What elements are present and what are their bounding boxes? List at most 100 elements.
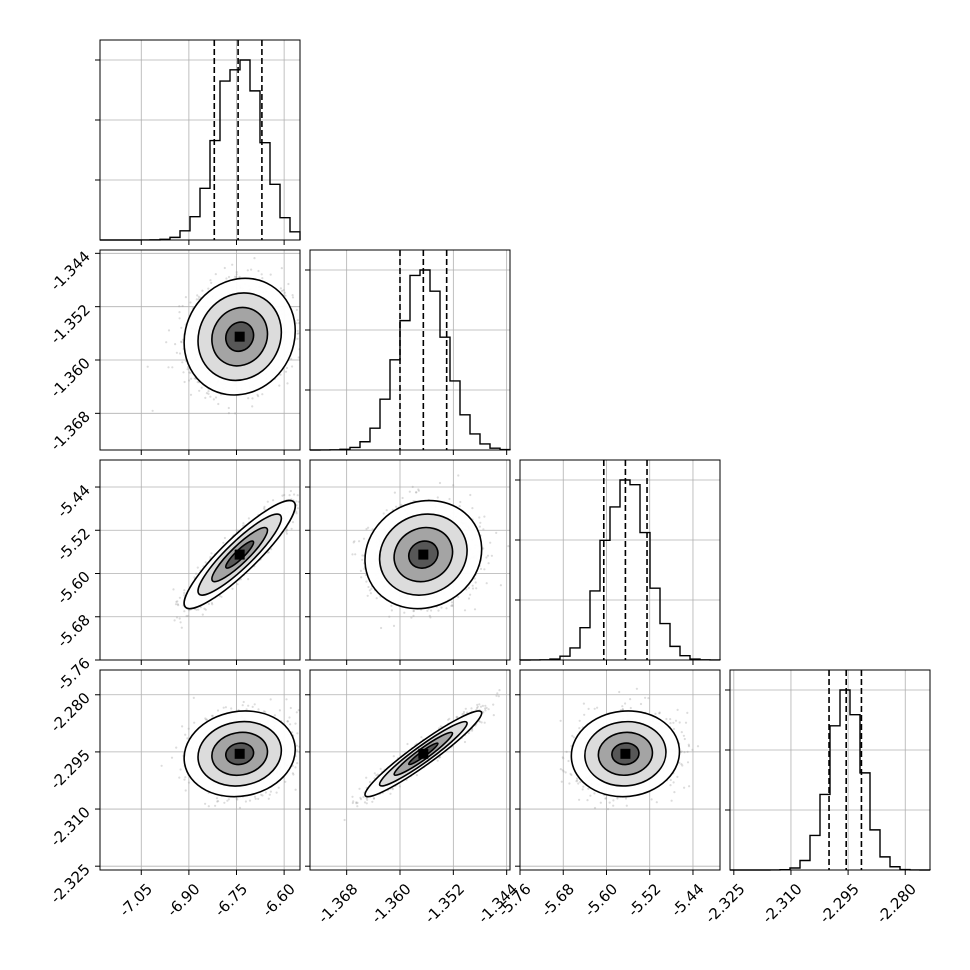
sample-point xyxy=(272,499,275,502)
sample-point xyxy=(253,257,256,260)
sample-point xyxy=(238,275,241,278)
sample-point xyxy=(172,588,175,591)
sample-point xyxy=(279,287,282,290)
sample-point xyxy=(281,289,284,292)
sample-point xyxy=(289,489,292,493)
sample-point xyxy=(175,351,178,354)
density-panel xyxy=(172,489,309,629)
sample-point xyxy=(212,398,215,401)
sample-point xyxy=(296,319,299,322)
sample-point xyxy=(284,370,288,373)
sample-point xyxy=(261,277,264,280)
sample-point xyxy=(217,402,220,406)
sample-point xyxy=(174,603,178,606)
sample-point xyxy=(260,273,263,276)
histogram xyxy=(100,59,301,241)
histogram xyxy=(309,269,511,451)
sample-point xyxy=(296,507,299,510)
sample-point xyxy=(295,510,298,513)
sample-point xyxy=(261,393,264,396)
sample-point xyxy=(236,583,239,586)
sample-point xyxy=(231,263,234,266)
sample-point xyxy=(281,494,284,497)
sample-point xyxy=(266,500,269,503)
sample-point xyxy=(283,493,286,497)
sample-point xyxy=(307,492,309,494)
sample-point xyxy=(225,277,228,280)
sample-point xyxy=(175,616,179,619)
sample-point xyxy=(222,541,225,544)
sample-point xyxy=(209,395,212,398)
sample-point xyxy=(257,269,260,273)
sample-point xyxy=(197,295,200,298)
sample-point xyxy=(242,524,245,527)
sample-point xyxy=(304,350,306,352)
sample-point xyxy=(178,596,181,599)
sample-point xyxy=(146,365,149,368)
sample-point xyxy=(186,368,189,371)
x-tick-label: -2.280 xyxy=(873,880,920,927)
sample-point xyxy=(227,275,231,279)
x-tick-label: -2.295 xyxy=(816,880,863,927)
sample-point xyxy=(286,529,289,532)
sample-point xyxy=(234,412,237,415)
sample-point xyxy=(205,392,208,395)
sample-point xyxy=(195,608,198,611)
sample-point xyxy=(182,371,185,374)
sample-point xyxy=(296,332,299,335)
sample-point xyxy=(180,341,183,344)
sample-point xyxy=(195,572,198,575)
sample-point xyxy=(214,396,218,399)
sample-point xyxy=(178,311,181,314)
sample-point xyxy=(223,536,226,540)
sample-point xyxy=(291,296,295,299)
sample-point xyxy=(176,600,179,603)
sample-point xyxy=(307,319,309,321)
sample-point xyxy=(227,412,230,415)
sample-point xyxy=(251,405,254,408)
sample-point xyxy=(257,395,260,398)
sample-point xyxy=(188,371,191,374)
sample-point xyxy=(171,366,174,369)
sample-point xyxy=(189,301,192,304)
sample-point xyxy=(301,342,303,344)
sample-point xyxy=(209,556,212,559)
sample-point xyxy=(180,326,183,329)
sample-point xyxy=(180,340,183,343)
sample-point xyxy=(167,329,171,332)
sample-point xyxy=(190,377,193,380)
sample-point xyxy=(207,392,210,395)
sample-point xyxy=(250,268,253,271)
sample-point xyxy=(282,289,285,292)
sample-point xyxy=(267,551,270,554)
sample-point xyxy=(288,494,291,497)
sample-point xyxy=(176,603,179,606)
sample-point xyxy=(207,287,210,290)
sample-point xyxy=(262,507,266,510)
sample-point xyxy=(284,294,287,297)
sample-point xyxy=(178,617,181,620)
sample-point xyxy=(302,323,304,325)
sample-point xyxy=(295,322,298,325)
sample-point xyxy=(286,382,289,385)
sample-point xyxy=(177,604,180,607)
density-panel xyxy=(146,257,309,415)
sample-point xyxy=(204,396,207,399)
sample-point xyxy=(189,393,193,396)
sample-point xyxy=(181,361,184,364)
sample-point xyxy=(301,505,303,507)
sample-point xyxy=(173,619,176,622)
sample-point xyxy=(295,500,298,503)
sample-point xyxy=(290,357,293,360)
sample-point xyxy=(223,266,226,270)
sample-point xyxy=(227,406,230,410)
x-tick-label: -2.325 xyxy=(702,880,749,927)
sample-point xyxy=(183,594,186,597)
sample-point xyxy=(291,365,294,368)
sample-point xyxy=(196,294,199,297)
sample-point xyxy=(200,386,203,389)
histogram xyxy=(730,689,931,871)
sample-point xyxy=(293,493,296,496)
sample-point xyxy=(183,589,186,592)
sample-point xyxy=(296,337,299,340)
